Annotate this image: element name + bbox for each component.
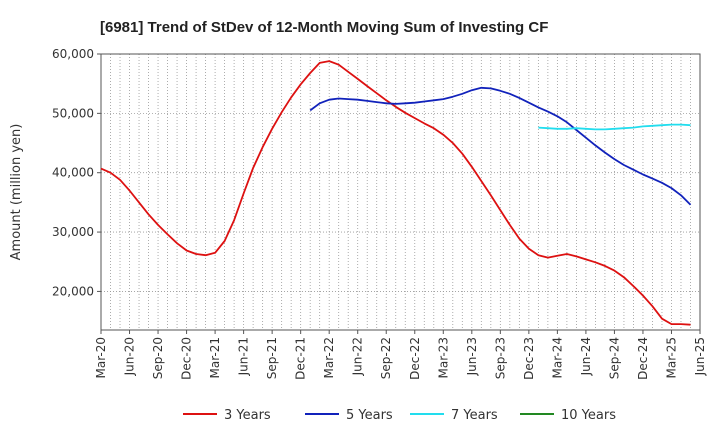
x-tick-label: Jun-24 [579,337,593,376]
x-tick-label: Mar-21 [208,337,222,378]
x-tick-label: Mar-23 [436,337,450,378]
y-tick-label: 60,000 [52,47,94,61]
x-tick-label: Mar-22 [322,337,336,378]
x-tick-label: Mar-25 [664,337,678,378]
y-tick-label: 30,000 [52,225,94,239]
x-tick-label: Dec-21 [294,337,308,380]
y-tick-label: 40,000 [52,166,94,180]
legend-label: 3 Years [224,408,271,423]
x-tick-label: Jun-20 [123,337,137,376]
y-axis: 20,000 30,000 40,000 50,000 60,000 [52,47,101,298]
series-line [100,60,691,326]
x-tick-label: Sep-21 [265,337,279,379]
plot-area [100,53,701,331]
x-tick-label: Dec-20 [180,337,194,380]
y-tick-label: 20,000 [52,284,94,298]
series-lines [100,60,692,326]
legend: 3 Years 5 Years 7 Years 10 Years [183,408,616,423]
x-tick-label: Mar-24 [550,337,564,378]
x-tick-label: Jun-23 [465,337,479,376]
x-axis: Mar-20 Jun-20 Sep-20 Dec-20 Mar-21 Jun-21 Sep-… [94,330,707,380]
legend-label: 10 Years [561,408,616,423]
plot-grid [101,53,700,330]
y-tick-label: 50,000 [52,106,94,120]
x-tick-label: Dec-23 [522,337,536,380]
x-tick-label: Dec-24 [636,337,650,380]
legend-label: 7 Years [451,408,498,423]
x-tick-label: Jun-21 [237,337,251,376]
x-tick-label: Mar-20 [94,337,108,378]
chart-title: [6981] Trend of StDev of 12-Month Moving… [100,19,548,36]
x-tick-label: Sep-23 [493,337,507,379]
x-tick-label: Jun-22 [351,337,365,376]
legend-label: 5 Years [346,408,393,423]
x-tick-label: Jun-25 [693,337,707,376]
series-line [309,86,692,206]
series-line [538,123,691,131]
x-tick-label: Sep-20 [151,337,165,379]
x-tick-label: Sep-24 [607,337,621,379]
x-tick-label: Dec-22 [408,337,422,380]
y-axis-label: Amount (million yen) [9,124,24,261]
x-tick-label: Sep-22 [379,337,393,379]
